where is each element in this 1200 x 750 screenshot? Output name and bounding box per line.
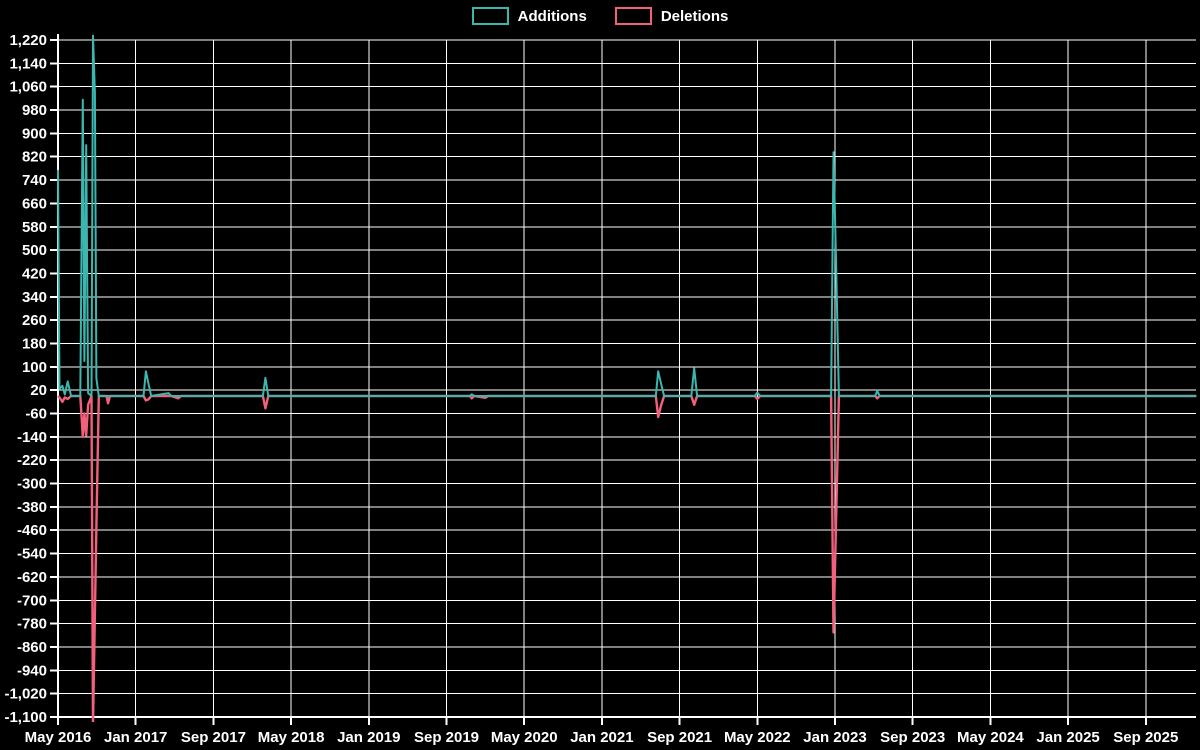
y-tick-label: -140 [17, 429, 47, 446]
y-tick-label: -460 [17, 522, 47, 539]
deletions-line [57, 394, 1197, 722]
x-tick-label: May 2022 [724, 729, 791, 746]
y-tick-label: 900 [22, 125, 47, 142]
legend-label-additions: Additions [517, 7, 587, 25]
y-tick-label: 420 [22, 265, 47, 282]
x-tick-label: Jan 2019 [337, 729, 400, 746]
x-tick-label: Jan 2017 [104, 729, 167, 746]
x-tick-label: Jan 2023 [803, 729, 866, 746]
legend-item-additions[interactable]: Additions [471, 7, 587, 25]
y-tick-label: 820 [22, 149, 47, 166]
deletions-swatch-icon [614, 7, 652, 25]
y-tick-label: 340 [22, 289, 47, 306]
x-tick-label: May 2024 [957, 729, 1024, 746]
y-tick-label: -1,020 [4, 686, 47, 703]
y-tick-label: 580 [22, 219, 47, 236]
y-tick-label: -620 [17, 569, 47, 586]
y-tick-label: 1,220 [9, 32, 47, 49]
additions-line [57, 34, 1197, 397]
x-tick-label: May 2020 [491, 729, 558, 746]
x-tick-label: May 2018 [258, 729, 325, 746]
y-tick-label: -1,100 [4, 709, 47, 726]
additions-swatch-icon [471, 7, 509, 25]
y-tick-label: -780 [17, 616, 47, 633]
y-tick-label: -220 [17, 452, 47, 469]
legend-label-deletions: Deletions [660, 7, 729, 25]
y-tick-label: 660 [22, 195, 47, 212]
y-tick-label: -300 [17, 476, 47, 493]
y-tick-label: 1,140 [9, 55, 47, 72]
y-tick-label: 980 [22, 102, 47, 119]
y-tick-label: 100 [22, 359, 47, 376]
x-tick-label: Sep 2017 [181, 729, 246, 746]
chart-legend: Additions Deletions [0, 7, 1200, 25]
x-tick-label: May 2016 [25, 729, 92, 746]
x-tick-label: Jan 2021 [570, 729, 633, 746]
x-tick-label: Jan 2025 [1036, 729, 1099, 746]
y-tick-label: -940 [17, 662, 47, 679]
y-tick-label: -860 [17, 639, 47, 656]
y-tick-label: 260 [22, 312, 47, 329]
y-tick-label: -380 [17, 499, 47, 516]
x-tick-label: Sep 2025 [1113, 729, 1178, 746]
y-tick-label: 180 [22, 335, 47, 352]
x-tick-label: Sep 2019 [414, 729, 479, 746]
x-tick-label: Sep 2021 [647, 729, 712, 746]
y-tick-label: 1,060 [9, 79, 47, 96]
y-tick-label: -60 [25, 406, 47, 423]
y-tick-label: -700 [17, 592, 47, 609]
y-tick-label: 500 [22, 242, 47, 259]
x-tick-label: Sep 2023 [880, 729, 945, 746]
y-tick-label: 20 [30, 382, 47, 399]
y-tick-label: -540 [17, 546, 47, 563]
legend-item-deletions[interactable]: Deletions [614, 7, 729, 25]
y-tick-label: 740 [22, 172, 47, 189]
